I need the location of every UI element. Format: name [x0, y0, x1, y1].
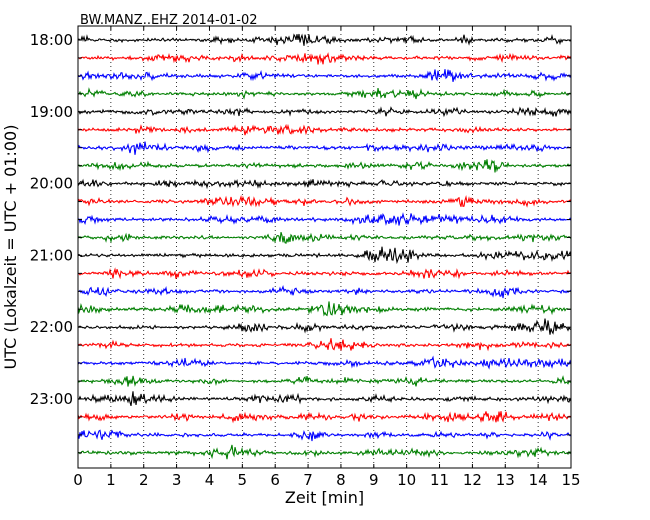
trace-2300: [77, 391, 572, 407]
trace-2315: [77, 411, 572, 424]
x-axis-ticks: 0 1 2 3 4 5 6 7 8 9 10 11 12 13 14 15: [73, 26, 581, 489]
trace-2145: [77, 301, 572, 317]
trace-2015: [77, 194, 572, 208]
trace-2045: [77, 231, 572, 244]
trace-2330: [77, 429, 572, 442]
trace-2215: [77, 338, 572, 352]
plot-frame: [77, 25, 572, 469]
x-tick-label: 7: [303, 471, 313, 489]
trace-1845: [77, 87, 572, 100]
x-tick-label: 10: [397, 471, 416, 489]
x-tick-label: 11: [430, 471, 449, 489]
y-axis-ticks: 18:00 19:00 20:00 21:00 22:00 23:00: [30, 31, 571, 454]
trace-1915: [77, 123, 572, 136]
trace-2345: [77, 444, 572, 460]
trace-2130: [77, 285, 572, 299]
trace-1945: [77, 159, 572, 173]
y-tick-label: 21:00: [30, 246, 73, 264]
x-tick-label: 12: [463, 471, 482, 489]
trace-1830: [77, 69, 572, 82]
trace-1815: [77, 52, 572, 65]
x-tick-label: 15: [561, 471, 580, 489]
y-tick-label: 18:00: [30, 31, 73, 49]
x-tick-label: 0: [73, 471, 83, 489]
trace-1800: [77, 33, 572, 46]
x-tick-label: 14: [529, 471, 548, 489]
y-tick-label: 22:00: [30, 318, 73, 336]
trace-1930: [77, 141, 572, 155]
vertical-grid: [110, 26, 539, 468]
x-tick-label: 13: [496, 471, 515, 489]
x-tick-label: 9: [369, 471, 379, 489]
trace-1900: [77, 106, 572, 118]
trace-2230: [77, 355, 572, 370]
x-tick-label: 5: [238, 471, 248, 489]
x-tick-label: 6: [270, 471, 280, 489]
trace-2245: [77, 375, 572, 387]
trace-2200: [77, 318, 572, 335]
x-tick-label: 2: [139, 471, 149, 489]
x-tick-label: 8: [336, 471, 346, 489]
x-tick-label: 3: [172, 471, 182, 489]
chart-title: BW.MANZ..EHZ 2014-01-02: [80, 13, 258, 28]
x-axis-label: Zeit [min]: [285, 488, 364, 507]
traces: [77, 33, 572, 460]
y-tick-label: 20:00: [30, 175, 73, 193]
trace-2115: [77, 267, 572, 280]
x-tick-label: 1: [106, 471, 116, 489]
trace-2100: [77, 246, 572, 265]
y-tick-label: 23:00: [30, 390, 73, 408]
y-tick-label: 19:00: [30, 103, 73, 121]
y-axis-label: UTC (Lokalzeit = UTC + 01:00): [1, 125, 20, 370]
x-tick-label: 4: [205, 471, 215, 489]
trace-2000: [77, 178, 572, 190]
trace-2030: [77, 212, 572, 226]
